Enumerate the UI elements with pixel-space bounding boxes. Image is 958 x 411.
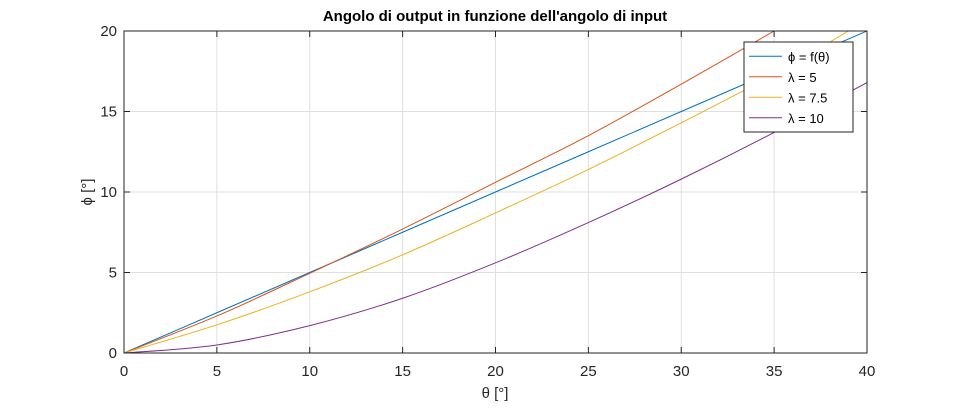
x-tick-label: 15 [394, 363, 411, 380]
y-tick-label: 5 [109, 265, 117, 282]
series-line-3 [124, 31, 849, 353]
legend-entry-label: λ = 5 [788, 70, 817, 85]
x-tick-label: 30 [673, 363, 690, 380]
series-line-4 [124, 82, 867, 353]
series-line-2 [124, 31, 775, 353]
x-tick-label: 25 [580, 363, 597, 380]
y-tick-label: 10 [100, 184, 117, 201]
x-tick-label: 20 [487, 363, 504, 380]
x-tick-label: 40 [859, 363, 876, 380]
x-tick-label: 5 [213, 363, 221, 380]
x-tick-label: 35 [766, 363, 783, 380]
y-axis-label: ϕ [°] [79, 179, 96, 206]
legend: ϕ = f(θ) λ = 5 λ = 7.5 λ = 10 [743, 41, 854, 133]
legend-box [743, 41, 854, 133]
legend-entry-label: λ = 7.5 [788, 90, 827, 105]
legend-entry-label: ϕ = f(θ) [788, 49, 830, 64]
x-axis-label: θ [°] [482, 385, 509, 402]
y-tick-label: 15 [100, 104, 117, 121]
legend-entry-label: λ = 10 [788, 111, 824, 126]
y-tick-label: 0 [109, 345, 117, 362]
x-tick-label: 0 [120, 363, 128, 380]
chart-title: Angolo di output in funzione dell'angolo… [323, 8, 667, 25]
x-tick-label: 10 [301, 363, 318, 380]
plot-series [124, 31, 867, 353]
ticks: 0 5 10 15 20 25 30 35 40 0 5 10 15 20 [100, 23, 875, 380]
y-tick-label: 20 [100, 23, 117, 40]
